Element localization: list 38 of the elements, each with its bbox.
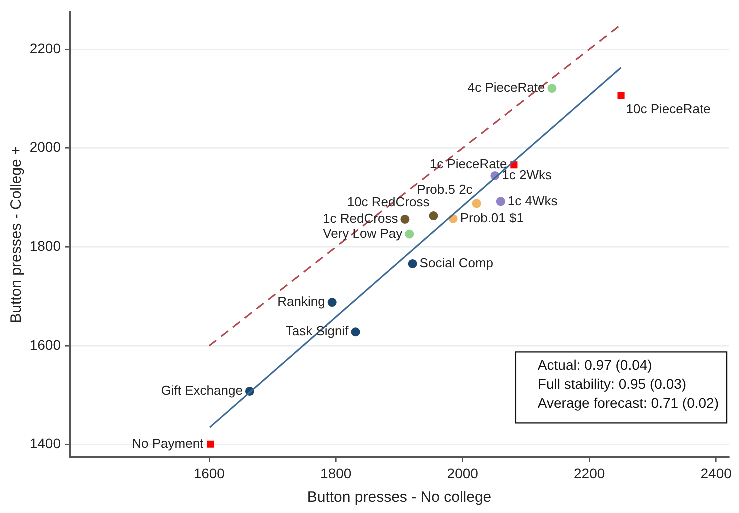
y-tick-label: 2200 [30,40,62,56]
point [328,298,337,308]
annotation: No Payment [132,436,204,451]
annotation: Full stability: 0.95 (0.03) [538,376,687,392]
point [472,199,482,208]
point [429,212,438,221]
point [496,197,506,206]
annotation: Ranking [278,294,326,310]
y-tick-label: 1600 [30,336,62,353]
annotation: 1c RedCross [323,211,399,226]
x-tick-label: 1800 [320,465,352,482]
point [207,440,214,448]
y-tick-label: 1400 [30,436,62,452]
annotation: 10c PieceRate [626,102,711,116]
point [405,230,414,239]
annotation: Actual: 0.97 (0.04) [538,357,652,374]
point [408,259,418,268]
x-axis-title: Button presses - No college [307,489,492,506]
point [618,92,625,100]
x-tick-label: 2000 [447,465,479,482]
y-axis-title: Button presses - College + [8,146,26,324]
point [400,214,410,224]
x-tick-label: 2200 [574,465,606,482]
y-tick-label: 2000 [30,139,62,156]
annotation: Gift Exchange [161,383,243,398]
annotation: Very Low Pay [323,226,404,241]
annotation: 1c 4Wks [508,193,558,208]
annotation: Average forecast: 0.71 (0.02) [538,395,720,412]
x-tick-label: 2400 [700,465,732,482]
annotation: Prob.5 2c [417,182,474,198]
point [548,84,557,94]
x-tick-label: 1600 [194,465,226,482]
annotation: Prob.01 $1 [460,210,524,226]
annotation: 10c RedCross [347,194,430,210]
point [351,328,360,337]
annotation: 4c PieceRate [468,80,546,96]
annotation: Social Comp [420,256,494,271]
y-tick-label: 1800 [30,238,62,254]
